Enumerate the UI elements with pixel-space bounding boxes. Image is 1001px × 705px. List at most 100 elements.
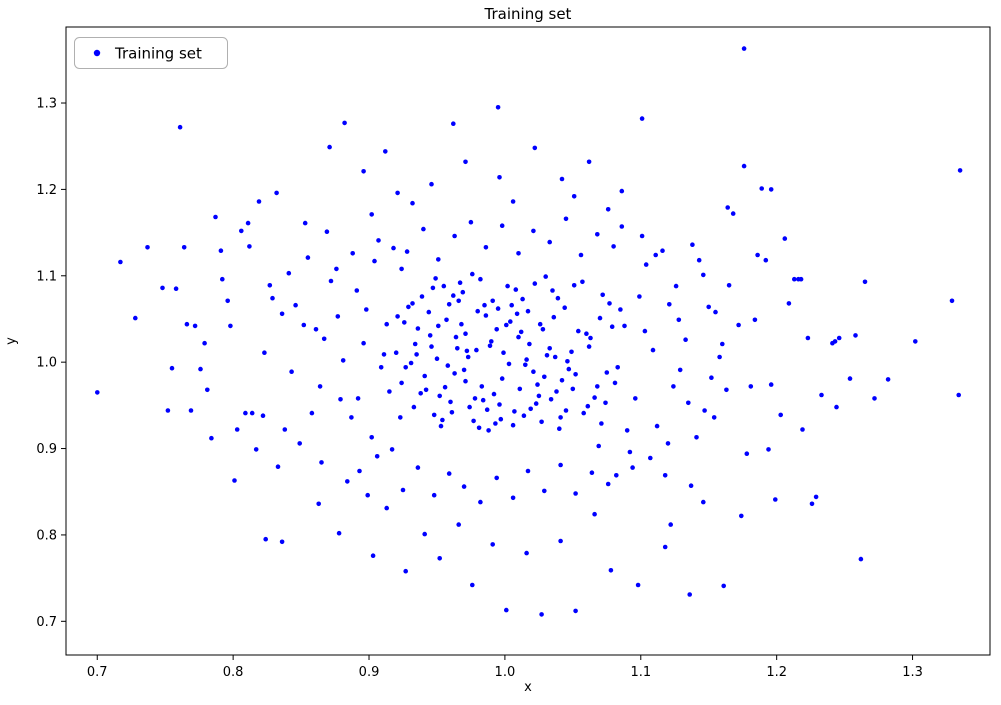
data-point (800, 427, 805, 432)
data-point (539, 419, 544, 425)
data-point (650, 347, 656, 353)
chart-title: Training set (484, 5, 572, 23)
data-point (573, 608, 578, 614)
data-point (531, 369, 536, 375)
data-point (535, 382, 540, 387)
data-point (524, 550, 529, 556)
data-point (834, 404, 839, 410)
data-point (434, 356, 440, 362)
data-point (551, 314, 557, 320)
data-point (228, 323, 233, 329)
data-point (429, 344, 434, 349)
data-point (457, 280, 463, 286)
data-point (422, 373, 428, 379)
data-point (202, 340, 207, 346)
data-point (274, 190, 279, 196)
data-point (430, 285, 436, 291)
data-point (456, 522, 462, 527)
data-point (218, 248, 224, 253)
data-point (624, 428, 630, 433)
data-point (537, 321, 543, 327)
data-point (408, 360, 414, 366)
data-point (95, 390, 100, 395)
data-point (550, 288, 555, 293)
data-point (160, 285, 165, 291)
data-point (243, 410, 248, 416)
data-point (419, 294, 425, 299)
data-point (463, 378, 468, 384)
data-point (478, 276, 483, 282)
data-point (611, 244, 616, 249)
data-point (662, 544, 668, 550)
data-point (256, 199, 262, 204)
data-point (505, 283, 510, 289)
data-point (289, 369, 294, 375)
data-point (328, 278, 334, 284)
data-point (422, 531, 428, 537)
data-point (654, 423, 660, 429)
data-point (493, 421, 498, 426)
data-point (470, 582, 475, 588)
data-point (513, 287, 519, 292)
data-point (361, 169, 366, 174)
data-point (301, 322, 307, 328)
data-point (355, 396, 361, 401)
data-point (414, 352, 419, 357)
data-point (260, 413, 266, 419)
data-point (836, 335, 842, 341)
data-point (444, 317, 449, 323)
data-point (635, 582, 641, 588)
data-point (571, 194, 577, 199)
axes-ticks: 0.7 0.8 0.9 1.0 1.1 1.2 1.3 0.7 0.8 0.9 1.0 1.1 1.2 1… (36, 97, 923, 680)
data-point (504, 607, 509, 613)
data-point (673, 283, 679, 289)
data-point (552, 354, 558, 360)
data-point (357, 468, 362, 474)
data-point (467, 404, 472, 410)
data-point (544, 353, 550, 358)
data-point (486, 428, 491, 433)
data-point (470, 271, 475, 277)
data-point (702, 408, 707, 413)
data-point (297, 441, 303, 446)
data-point (415, 465, 421, 470)
x-tick-label: 1.3 (902, 665, 923, 680)
data-point (554, 389, 559, 394)
data-point (471, 418, 476, 424)
data-point (711, 415, 717, 420)
data-point (516, 251, 521, 256)
data-point (429, 181, 434, 187)
data-point (188, 408, 194, 413)
data-point (510, 199, 516, 204)
x-tick-label: 0.8 (223, 665, 244, 680)
data-point (441, 283, 447, 289)
data-point (433, 276, 438, 281)
data-point (532, 145, 538, 151)
data-point (648, 455, 653, 461)
data-point (696, 257, 702, 263)
data-point (830, 340, 835, 346)
data-point (395, 314, 400, 319)
data-point (361, 340, 366, 346)
data-point (383, 149, 388, 154)
data-point (786, 301, 792, 306)
data-point (410, 200, 415, 206)
data-point (239, 228, 244, 234)
data-point (145, 245, 150, 250)
data-point (220, 276, 225, 282)
data-point (558, 415, 563, 420)
data-point (555, 295, 561, 301)
data-point (340, 358, 346, 363)
data-point (484, 407, 490, 413)
data-point (619, 188, 625, 194)
data-point (510, 495, 516, 501)
data-point (423, 387, 429, 393)
data-point (412, 341, 418, 347)
data-point (232, 478, 237, 483)
data-point (532, 281, 538, 286)
data-point (263, 536, 269, 542)
data-point (792, 276, 797, 282)
data-point (603, 400, 608, 406)
data-point (558, 462, 563, 468)
data-point (725, 205, 730, 210)
